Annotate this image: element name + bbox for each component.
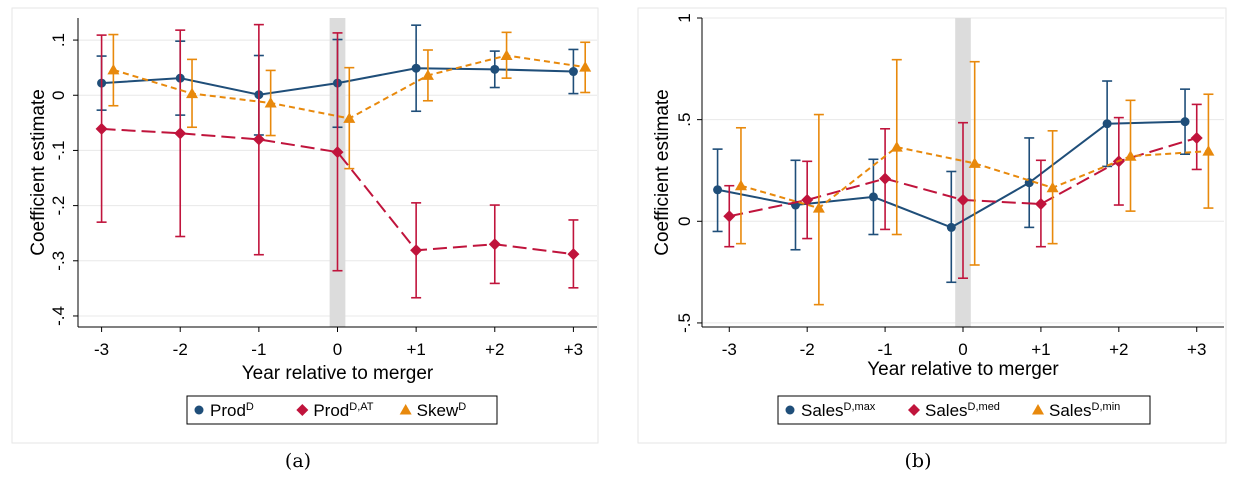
legend-superscript: D,AT <box>349 401 374 413</box>
data-point <box>957 193 969 206</box>
data-point <box>490 64 500 74</box>
legend-box <box>186 395 498 425</box>
data-point <box>1180 117 1190 127</box>
data-point <box>1102 119 1112 129</box>
x-tick-label: -2 <box>800 340 815 359</box>
data-point <box>890 141 903 152</box>
data-point <box>1034 198 1047 211</box>
data-point <box>252 133 265 146</box>
legend-label: ProdD <box>210 401 254 420</box>
series-sales-d-min <box>734 58 1215 306</box>
legend-marker <box>1032 404 1044 415</box>
legend-marker <box>785 405 795 415</box>
y-axis-title: Coefficient estimate <box>652 89 673 256</box>
data-point <box>568 67 578 77</box>
x-tick-label: -2 <box>173 340 188 359</box>
y-tick-label: -.1 <box>49 141 68 161</box>
data-point <box>500 49 513 61</box>
x-tick-label: -3 <box>722 340 737 359</box>
legend-marker <box>194 405 204 415</box>
y-tick-label: -.2 <box>49 196 68 216</box>
data-point <box>410 244 423 257</box>
data-point <box>879 172 892 185</box>
y-tick-label: -.4 <box>49 306 68 326</box>
data-point <box>421 69 434 80</box>
legend-superscript: D <box>246 401 254 413</box>
y-tick-label: 0 <box>675 217 694 226</box>
caption-b: (b) <box>904 450 932 472</box>
data-point <box>488 238 501 251</box>
data-point <box>331 146 344 159</box>
legend-superscript: D,max <box>844 401 876 413</box>
series-skew-d <box>107 31 592 170</box>
legend: ProdD ProdD,AT SkewD <box>186 395 498 425</box>
x-tick-label: 0 <box>958 340 967 359</box>
data-point <box>812 202 825 213</box>
x-tick-label: +2 <box>485 340 504 359</box>
x-tick-label: +3 <box>564 340 583 359</box>
x-tick-label: -1 <box>878 340 893 359</box>
data-point <box>411 63 421 73</box>
legend-marker <box>296 404 309 416</box>
x-tick-label: +1 <box>1031 340 1050 359</box>
data-point <box>1190 131 1203 144</box>
data-point <box>1202 145 1215 156</box>
y-tick-label: 0 <box>49 91 68 100</box>
data-point <box>107 63 120 75</box>
legend-marker <box>908 404 920 416</box>
data-point <box>868 192 878 202</box>
data-point <box>1046 181 1059 193</box>
y-axis-title: Coefficient estimate <box>28 89 49 256</box>
data-point <box>723 210 736 223</box>
data-point <box>174 127 187 140</box>
x-tick-label: 0 <box>333 340 342 359</box>
caption-a: (a) <box>284 450 312 472</box>
data-point <box>186 87 199 99</box>
y-tick-label: -.3 <box>49 251 68 271</box>
chart-panel-b: 1 .5 0 -.5 -3 -2 -1 0 +1 +2 +3 Year relative to mer… <box>637 7 1227 444</box>
legend-marker <box>399 404 412 415</box>
y-tick-label: 1 <box>675 13 694 22</box>
y-tick-label: .1 <box>49 33 68 47</box>
data-point <box>95 122 108 135</box>
chart-panel-a: .1 0 -.1 -.2 -.3 -.4 -3 -2 -1 0 +1 +2 +3 Year relativ… <box>11 7 599 444</box>
data-point <box>734 179 747 191</box>
legend-superscript: D,med <box>968 401 1000 413</box>
x-axis-title: Year relative to merger <box>867 359 1059 380</box>
legend-superscript: D,min <box>1092 401 1121 413</box>
data-point <box>968 157 981 168</box>
legend-label: SkewD <box>417 401 467 420</box>
x-axis-title: Year relative to merger <box>242 363 434 384</box>
series-sales-d-max <box>712 80 1191 284</box>
x-tick-label: +2 <box>1109 340 1128 359</box>
data-point <box>579 61 592 72</box>
data-point <box>264 96 277 108</box>
data-point <box>567 248 580 261</box>
legend-superscript: D <box>458 401 466 413</box>
data-point <box>1124 150 1137 161</box>
x-tick-label: -3 <box>94 340 109 359</box>
series-prod-d-at <box>95 23 580 299</box>
legend-box <box>777 395 1151 425</box>
panel-frame <box>637 7 1227 444</box>
y-tick-label: .5 <box>675 113 694 127</box>
data-point <box>946 222 956 232</box>
x-tick-label: +3 <box>1187 340 1206 359</box>
x-tick-label: +1 <box>406 340 425 359</box>
panel-frame <box>11 7 599 444</box>
y-tick-label: -.5 <box>675 313 694 333</box>
x-tick-label: -1 <box>251 340 266 359</box>
data-point <box>343 112 356 123</box>
data-point <box>713 185 723 195</box>
legend: SalesD,max SalesD,med SalesD,min <box>777 395 1151 425</box>
